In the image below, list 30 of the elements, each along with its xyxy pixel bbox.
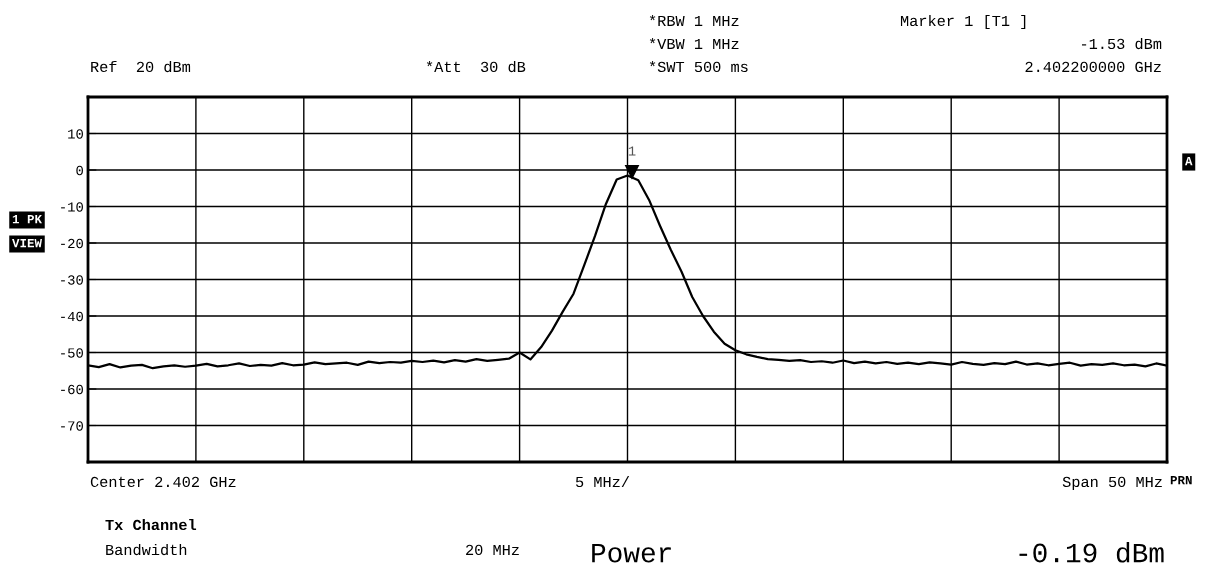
y-tick-label: 0	[76, 165, 83, 176]
y-tick-label: -10	[61, 202, 83, 212]
text: 5 MHz/	[575, 475, 630, 488]
y-tick-label: -20	[61, 238, 83, 249]
text: Tx Channel	[105, 518, 197, 531]
text: 2.402200000 GHz	[1025, 61, 1161, 73]
y-tick-label: -70	[61, 421, 83, 431]
text: VIEW	[12, 239, 42, 248]
annotation: 1	[628, 146, 636, 156]
y-tick-label: -60	[61, 384, 83, 395]
text: Power	[592, 543, 671, 563]
text: -1.53 dBm	[1081, 37, 1162, 50]
y-tick-label: -40	[61, 311, 83, 322]
text: PRN	[1170, 476, 1192, 485]
text: 20 MHz	[466, 544, 519, 556]
text: Marker 1 [T1 ]	[900, 14, 1026, 30]
text: -0.19 dBm	[1019, 542, 1164, 563]
y-tick-label: 10	[68, 129, 83, 139]
text: *RBW 1 MHz	[649, 14, 739, 26]
text: Ref 20 dBm	[91, 60, 191, 73]
text: Center 2.402 GHz	[90, 476, 236, 488]
y-tick-label: -30	[61, 275, 83, 285]
text: Bandwidth	[106, 543, 187, 556]
text: *Att 30 dB	[426, 60, 526, 73]
text: A	[1185, 157, 1193, 166]
text: *VBW 1 MHz	[649, 37, 739, 49]
text: 1 PK	[12, 215, 43, 224]
y-tick-label: -50	[61, 348, 83, 358]
text: Span 50 MHz	[1062, 476, 1162, 491]
text: *SWT 500 ms	[649, 60, 748, 73]
